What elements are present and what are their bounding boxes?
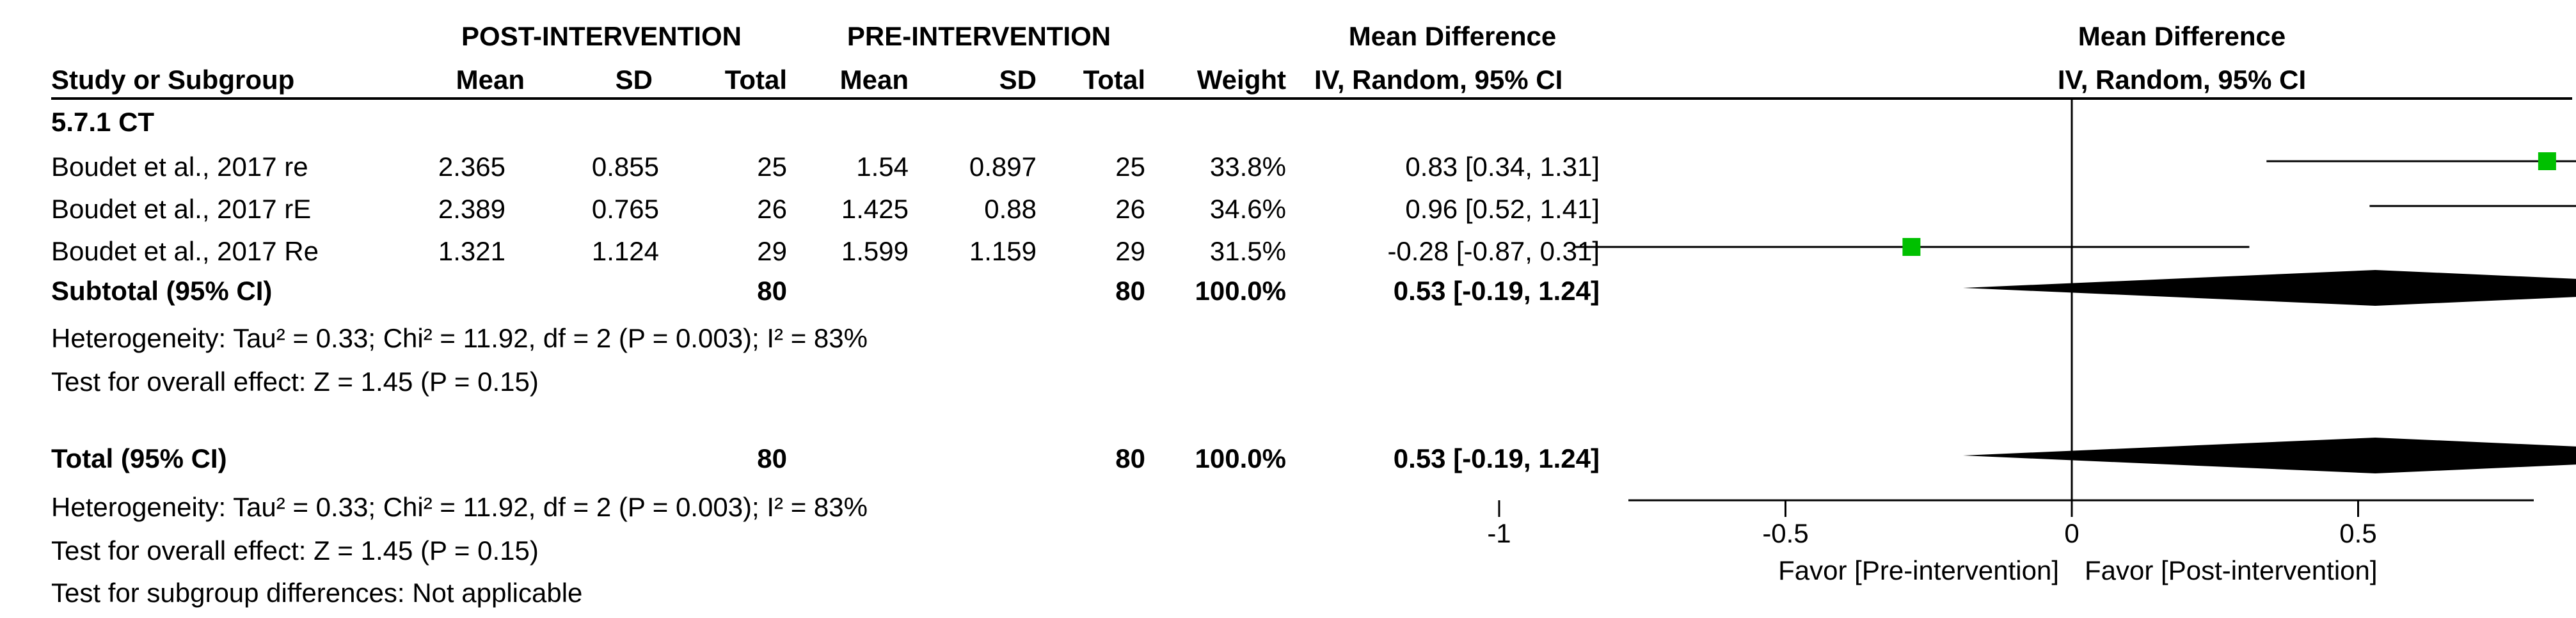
post-total: 25: [757, 152, 787, 182]
weight: 34.6%: [1209, 194, 1286, 224]
study-name: Boudet et al., 2017 rE: [51, 194, 312, 224]
post-mean: 1.321: [438, 236, 505, 266]
ci-text: 0.83 [0.34, 1.31]: [1405, 152, 1600, 182]
plot-title-header: Mean Difference: [2078, 21, 2286, 51]
x-tick-label: -1: [1487, 518, 1511, 548]
pre-mean-header: Mean: [839, 65, 909, 95]
post-mean: 2.389: [438, 194, 505, 224]
favor-left-label: Favor [Pre-intervention]: [1778, 555, 2059, 585]
ci-text: -0.28 [-0.87, 0.31]: [1387, 236, 1600, 266]
subtotal-pre-total: 80: [1115, 276, 1145, 306]
study-column-header: Study or Subgroup: [51, 65, 295, 95]
post-sd: 1.124: [591, 236, 659, 266]
group2-header: PRE-INTERVENTION: [847, 21, 1111, 51]
total-pre-total: 80: [1115, 443, 1145, 473]
group1-header: POST-INTERVENTION: [461, 21, 742, 51]
subtotal-ci-text: 0.53 [-0.19, 1.24]: [1393, 276, 1600, 306]
subgroup-label: 5.7.1 CT: [51, 107, 155, 137]
plot-method-header: IV, Random, 95% CI: [2057, 65, 2307, 95]
total-overall-effect: Test for overall effect: Z = 1.45 (P = 0…: [51, 535, 539, 566]
weight: 33.8%: [1209, 152, 1286, 182]
pre-sd: 1.159: [969, 236, 1037, 266]
x-tick-label: 0: [2064, 518, 2079, 548]
total-weight: 100.0%: [1195, 443, 1286, 473]
pre-mean: 1.425: [841, 194, 909, 224]
favor-right-label: Favor [Post-intervention]: [2085, 555, 2378, 585]
post-sd: 0.765: [591, 194, 659, 224]
post-sd: 0.855: [591, 152, 659, 182]
pre-total: 29: [1115, 236, 1145, 266]
post-mean: 2.365: [438, 152, 505, 182]
post-mean-header: Mean: [456, 65, 525, 95]
md-title-header: Mean Difference: [1348, 21, 1557, 51]
subgroup-differences-test: Test for subgroup differences: Not appli…: [51, 578, 583, 608]
post-total: 26: [757, 194, 787, 224]
header-rule: [51, 97, 2572, 100]
pre-sd: 0.897: [969, 152, 1037, 182]
pre-total: 25: [1115, 152, 1145, 182]
subtotal-overall-effect: Test for overall effect: Z = 1.45 (P = 0…: [51, 367, 539, 397]
x-tick-label: 0.5: [2339, 518, 2376, 548]
pre-sd: 0.88: [984, 194, 1037, 224]
pre-total-header: Total: [1083, 65, 1145, 95]
study-name: Boudet et al., 2017 re: [51, 152, 308, 182]
subtotal-label: Subtotal (95% CI): [51, 276, 273, 306]
weight-header: Weight: [1197, 65, 1286, 95]
total-diamond: [1962, 438, 2576, 473]
post-total-header: Total: [724, 65, 787, 95]
weight: 31.5%: [1209, 236, 1286, 266]
total-post-total: 80: [757, 443, 787, 473]
subtotal-post-total: 80: [757, 276, 787, 306]
post-total: 29: [757, 236, 787, 266]
subtotal-diamond: [1962, 270, 2576, 306]
total-label: Total (95% CI): [51, 443, 227, 473]
md-method-header: IV, Random, 95% CI: [1314, 65, 1563, 95]
x-tick-label: -0.5: [1762, 518, 1808, 548]
total-heterogeneity: Heterogeneity: Tau² = 0.33; Chi² = 11.92…: [51, 492, 868, 522]
pre-total: 26: [1115, 194, 1145, 224]
study-name: Boudet et al., 2017 Re: [51, 236, 319, 266]
subtotal-weight: 100.0%: [1195, 276, 1286, 306]
post-sd-header: SD: [615, 65, 653, 95]
effect-marker: [2538, 152, 2556, 170]
ci-text: 0.96 [0.52, 1.41]: [1405, 194, 1600, 224]
pre-sd-header: SD: [999, 65, 1037, 95]
pre-mean: 1.54: [856, 152, 909, 182]
pre-mean: 1.599: [841, 236, 909, 266]
effect-marker: [1902, 238, 1921, 256]
total-ci-text: 0.53 [-0.19, 1.24]: [1393, 443, 1600, 473]
subtotal-heterogeneity: Heterogeneity: Tau² = 0.33; Chi² = 11.92…: [51, 323, 868, 353]
